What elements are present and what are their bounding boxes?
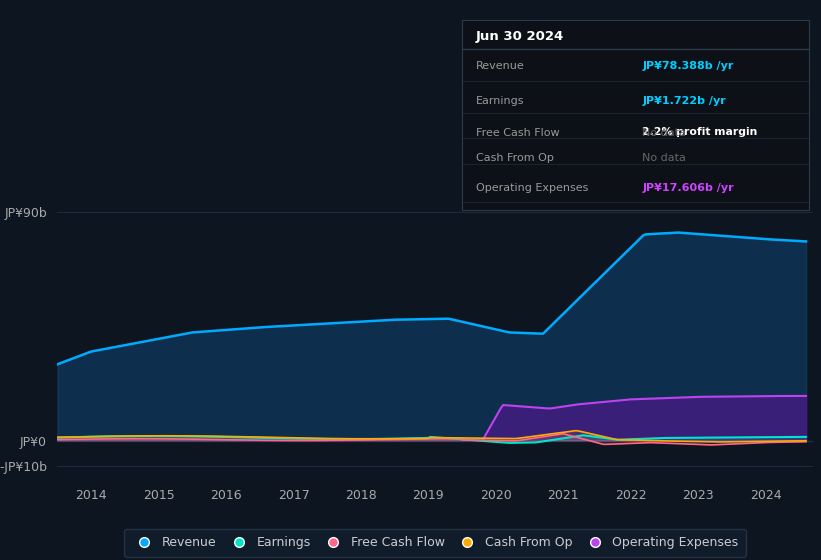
Text: Free Cash Flow: Free Cash Flow (476, 128, 560, 138)
Text: No data: No data (642, 128, 686, 138)
Text: Cash From Op: Cash From Op (476, 153, 554, 163)
Text: JP¥78.388b /yr: JP¥78.388b /yr (642, 62, 734, 72)
Text: Earnings: Earnings (476, 96, 525, 106)
Text: Operating Expenses: Operating Expenses (476, 183, 589, 193)
Text: No data: No data (642, 153, 686, 163)
Text: 2.2% profit margin: 2.2% profit margin (642, 127, 758, 137)
Legend: Revenue, Earnings, Free Cash Flow, Cash From Op, Operating Expenses: Revenue, Earnings, Free Cash Flow, Cash … (124, 529, 746, 557)
Text: JP¥1.722b /yr: JP¥1.722b /yr (642, 96, 726, 106)
Text: Revenue: Revenue (476, 62, 525, 72)
Text: Jun 30 2024: Jun 30 2024 (476, 30, 564, 43)
Text: JP¥17.606b /yr: JP¥17.606b /yr (642, 183, 734, 193)
